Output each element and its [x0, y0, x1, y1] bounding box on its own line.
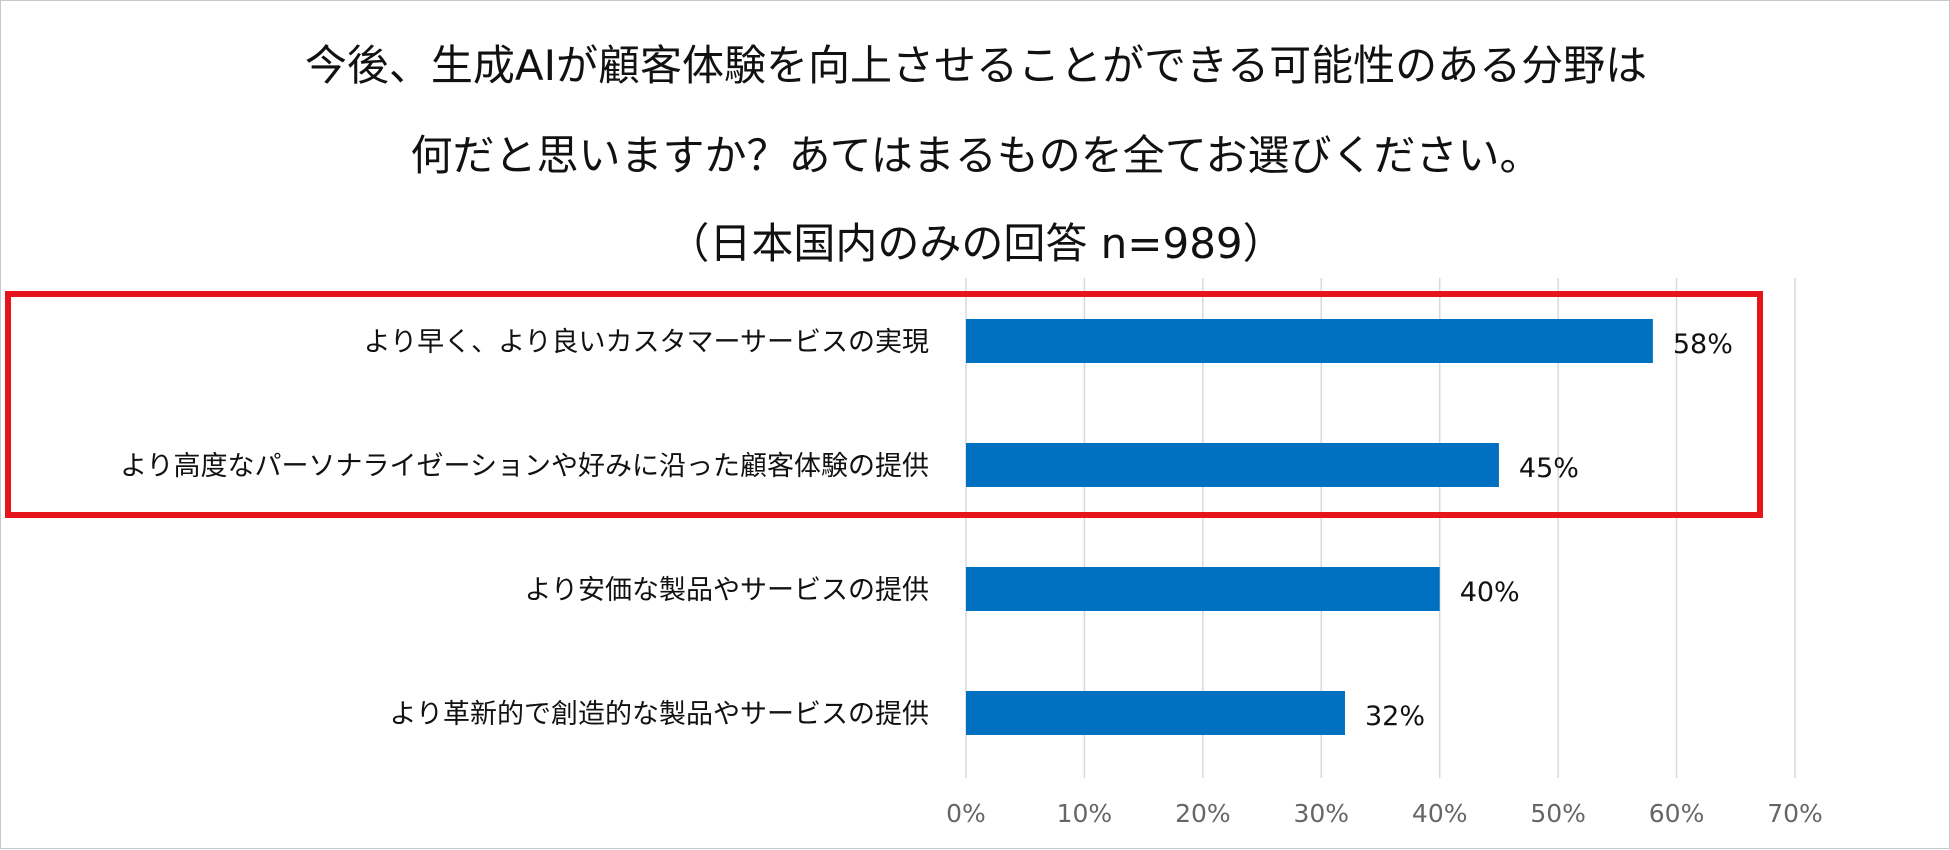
- bar-1: [966, 443, 1499, 487]
- value-label-2: 40%: [1460, 577, 1520, 608]
- chart-title-line-1: 今後、生成AIが顧客体験を向上させることができる可能性のある分野は: [304, 41, 1648, 90]
- x-tick-label-3: 30%: [1293, 799, 1349, 828]
- chart-title-line-3: （日本国内のみの回答 n=989）: [667, 219, 1285, 268]
- bar-3: [966, 691, 1345, 735]
- x-tick-label-6: 60%: [1649, 799, 1705, 828]
- bar-2: [966, 567, 1440, 611]
- category-label-3: より革新的で創造的な製品やサービスの提供: [390, 699, 929, 730]
- x-tick-label-7: 70%: [1767, 799, 1823, 828]
- value-label-3: 32%: [1365, 701, 1425, 732]
- category-label-2: より安価な製品やサービスの提供: [525, 575, 929, 606]
- category-label-1: より高度なパーソナライゼーションや好みに沿った顧客体験の提供: [120, 451, 929, 482]
- highlight-box: [5, 291, 1763, 518]
- x-tick-label-1: 10%: [1057, 799, 1113, 828]
- x-tick-label-2: 20%: [1175, 799, 1231, 828]
- value-label-1: 45%: [1519, 453, 1579, 484]
- bar-0: [966, 319, 1653, 363]
- x-tick-label-5: 50%: [1530, 799, 1586, 828]
- value-label-0: 58%: [1673, 329, 1733, 360]
- x-tick-label-0: 0%: [946, 799, 986, 828]
- chart-title-line-2: 何だと思いますか？あてはまるものを全てお選びください。: [410, 131, 1542, 180]
- category-label-0: より早く、より良いカスタマーサービスの実現: [364, 327, 929, 358]
- x-tick-label-4: 40%: [1412, 799, 1468, 828]
